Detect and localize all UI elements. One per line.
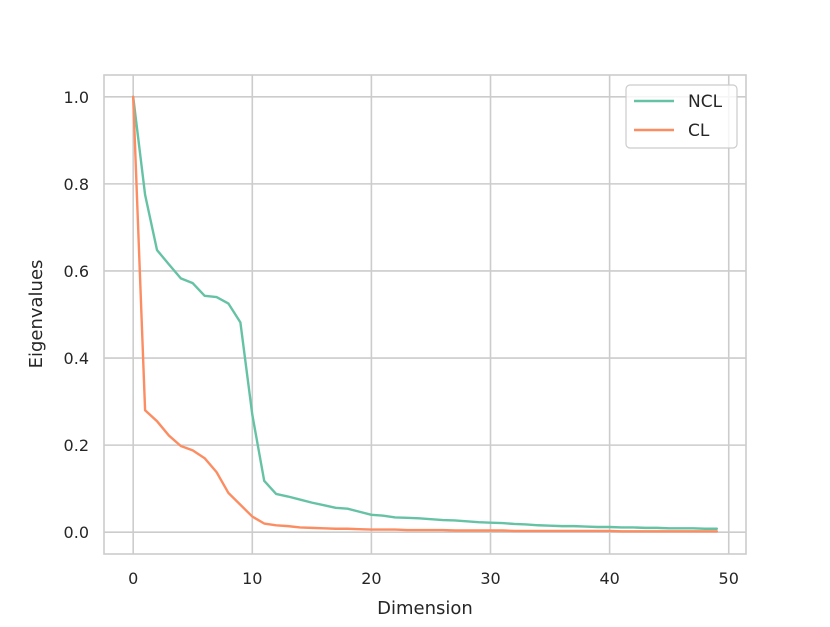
grid xyxy=(104,75,746,554)
y-tick-label: 0.2 xyxy=(64,436,89,455)
x-tick-label: 30 xyxy=(480,569,500,588)
plot-background xyxy=(104,75,746,554)
y-axis-title: Eigenvalues xyxy=(26,260,47,369)
y-tick-label: 0.6 xyxy=(64,262,89,281)
x-axis-title: Dimension xyxy=(377,598,473,619)
series-lines xyxy=(131,95,719,533)
legend-label-ncl: NCL xyxy=(688,92,723,112)
y-tick-label: 0.8 xyxy=(64,175,89,194)
legend: NCL CL xyxy=(625,84,738,149)
y-tick-label: 1.0 xyxy=(64,88,89,107)
y-tick-label: 0.4 xyxy=(64,349,89,368)
series-line-ncl xyxy=(131,95,719,530)
tick-labels: 0 10 20 30 40 50 0.0 0.2 0.4 0.6 0.8 1.0 xyxy=(64,88,739,588)
plot-frame xyxy=(103,74,747,555)
y-tick-label: 0.0 xyxy=(64,523,89,542)
x-tick-label: 50 xyxy=(719,569,739,588)
x-tick-label: 10 xyxy=(242,569,262,588)
series-line-cl xyxy=(131,95,719,533)
legend-label-cl: CL xyxy=(688,121,710,141)
x-tick-label: 0 xyxy=(128,569,138,588)
x-tick-label: 20 xyxy=(361,569,381,588)
x-tick-label: 40 xyxy=(599,569,619,588)
